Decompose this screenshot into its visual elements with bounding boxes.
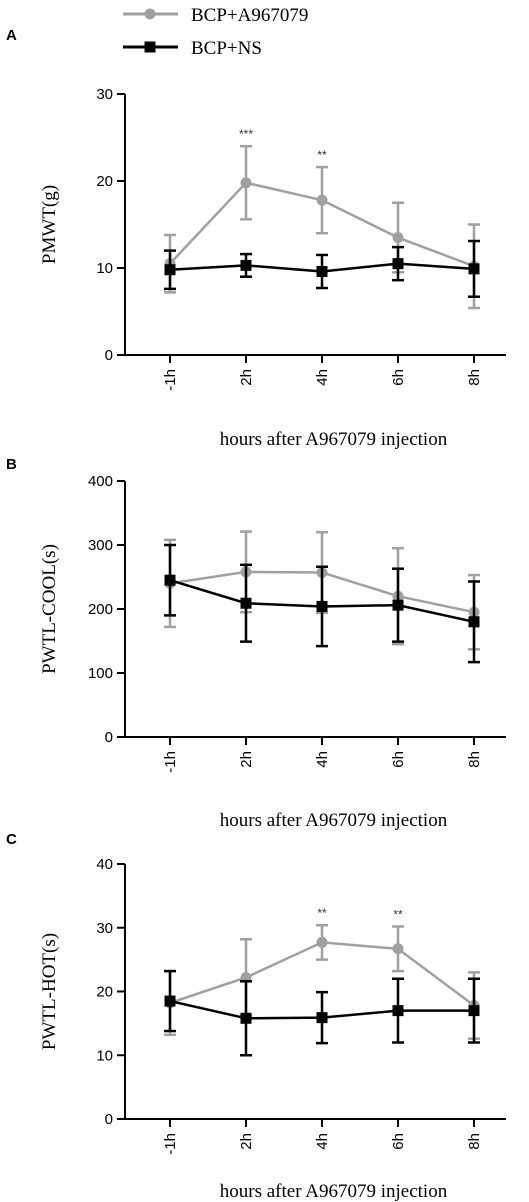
y-axis-title: PMWT(g) [39, 185, 60, 264]
panel-C: C 0 10 20 30 40 -1h 2h 4h 6h 8h PWTL-HOT(s) hours af… [6, 831, 506, 1202]
data-point-square [164, 264, 176, 276]
y-axis-title: PWTL-COOL(s) [39, 544, 60, 674]
y-tick-label: 30 [96, 920, 113, 937]
y-tick-label: 10 [96, 260, 113, 277]
series-1 [164, 969, 480, 1057]
legend-label: BCP+NS [191, 38, 262, 59]
y-tick-label: 0 [105, 1111, 113, 1128]
legend-label: BCP+A967079 [191, 5, 308, 26]
x-tick-label: -1h [162, 369, 179, 391]
legend-circle-marker [144, 8, 156, 20]
y-tick-label: 0 [105, 729, 113, 746]
legend-entry-1: BCP+NS [123, 38, 262, 59]
data-point-square [316, 265, 328, 277]
data-point-circle [316, 936, 328, 948]
y-tick-label: 20 [96, 984, 113, 1001]
legend: BCP+A967079 BCP+NS [123, 5, 308, 59]
x-tick-label: -1h [162, 751, 179, 773]
legend-square-marker [144, 41, 156, 53]
data-point-square [468, 263, 480, 275]
data-point-circle [392, 232, 404, 244]
significance-marker: *** [239, 127, 253, 141]
panel-letter: C [6, 831, 17, 848]
x-tick-label: 6h [390, 751, 407, 768]
y-tick-label: 100 [88, 665, 113, 682]
x-axis-title: hours after A967079 injection [220, 810, 448, 831]
significance-marker: ** [393, 907, 403, 921]
data-point-square [468, 1005, 480, 1017]
data-point-square [164, 995, 176, 1007]
y-tick-label: 40 [96, 856, 113, 873]
x-tick-label: 6h [390, 369, 407, 386]
data-point-square [392, 1005, 404, 1017]
panel-A: A 0 10 20 30 -1h 2h 4h 6h 8h PMWT(g) hours after A9… [6, 27, 506, 450]
y-tick-label: 20 [96, 173, 113, 190]
x-tick-label: 2h [238, 369, 255, 386]
x-tick-label: 6h [390, 1133, 407, 1150]
x-tick-label: 8h [466, 751, 483, 768]
significance-marker: ** [317, 906, 327, 920]
data-point-square [468, 616, 480, 628]
y-tick-label: 10 [96, 1047, 113, 1064]
panel-letter: A [6, 27, 17, 44]
data-point-square [164, 574, 176, 586]
x-tick-label: 4h [314, 1133, 331, 1150]
x-tick-label: 4h [314, 751, 331, 768]
x-axis-title: hours after A967079 injection [220, 429, 448, 450]
chart-panels: A 0 10 20 30 -1h 2h 4h 6h 8h PMWT(g) hours after A9… [6, 27, 506, 1202]
significance-marker: ** [317, 148, 327, 162]
y-tick-label: 0 [105, 347, 113, 364]
x-axis-title: hours after A967079 injection [220, 1181, 448, 1202]
x-tick-label: 8h [466, 1133, 483, 1150]
x-tick-label: 2h [238, 1133, 255, 1150]
y-axis-title: PWTL-HOT(s) [39, 933, 60, 1050]
data-point-circle [316, 194, 328, 206]
y-tick-label: 400 [88, 473, 113, 490]
data-point-square [316, 600, 328, 612]
data-point-square [392, 258, 404, 270]
panel-B: B 0 100 200 300 400 -1h 2h 4h 6h 8h PWTL-COOL(s) hou… [6, 456, 506, 831]
data-point-square [316, 1012, 328, 1024]
y-tick-label: 30 [96, 86, 113, 103]
series-1 [164, 543, 480, 664]
data-point-square [240, 259, 252, 271]
legend-entry-0: BCP+A967079 [123, 5, 308, 26]
x-tick-label: 2h [238, 751, 255, 768]
data-point-square [240, 597, 252, 609]
data-point-circle [240, 177, 252, 189]
x-tick-label: -1h [162, 1133, 179, 1155]
panel-letter: B [6, 456, 17, 473]
x-tick-label: 8h [466, 369, 483, 386]
series-1 [164, 239, 480, 298]
data-point-circle [392, 943, 404, 955]
y-tick-label: 300 [88, 537, 113, 554]
y-tick-label: 200 [88, 601, 113, 618]
data-point-square [392, 599, 404, 611]
x-tick-label: 4h [314, 369, 331, 386]
data-point-square [240, 1012, 252, 1024]
